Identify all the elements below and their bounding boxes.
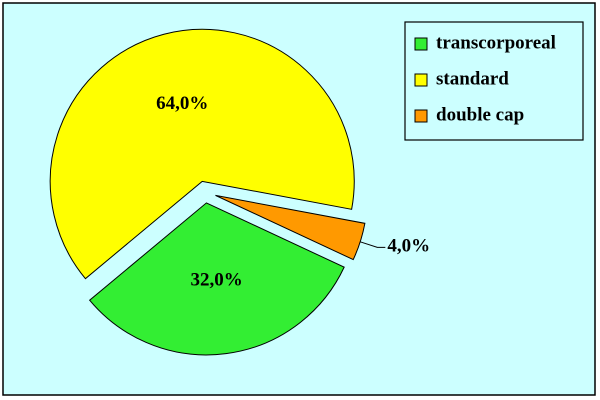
legend-swatch xyxy=(414,109,428,123)
legend-swatch xyxy=(414,73,428,87)
data-label: 64,0% xyxy=(156,93,208,114)
data-label: 4,0% xyxy=(387,236,430,257)
data-label: 32,0% xyxy=(190,270,242,291)
leader-line xyxy=(360,241,386,248)
legend-label: double cap xyxy=(436,104,524,125)
legend-swatch xyxy=(414,37,428,51)
legend-label: standard xyxy=(436,68,509,89)
pie-slice xyxy=(88,202,345,356)
legend-label: transcorporeal xyxy=(436,32,556,53)
legend-box xyxy=(404,21,584,141)
pie-slice xyxy=(49,28,355,280)
